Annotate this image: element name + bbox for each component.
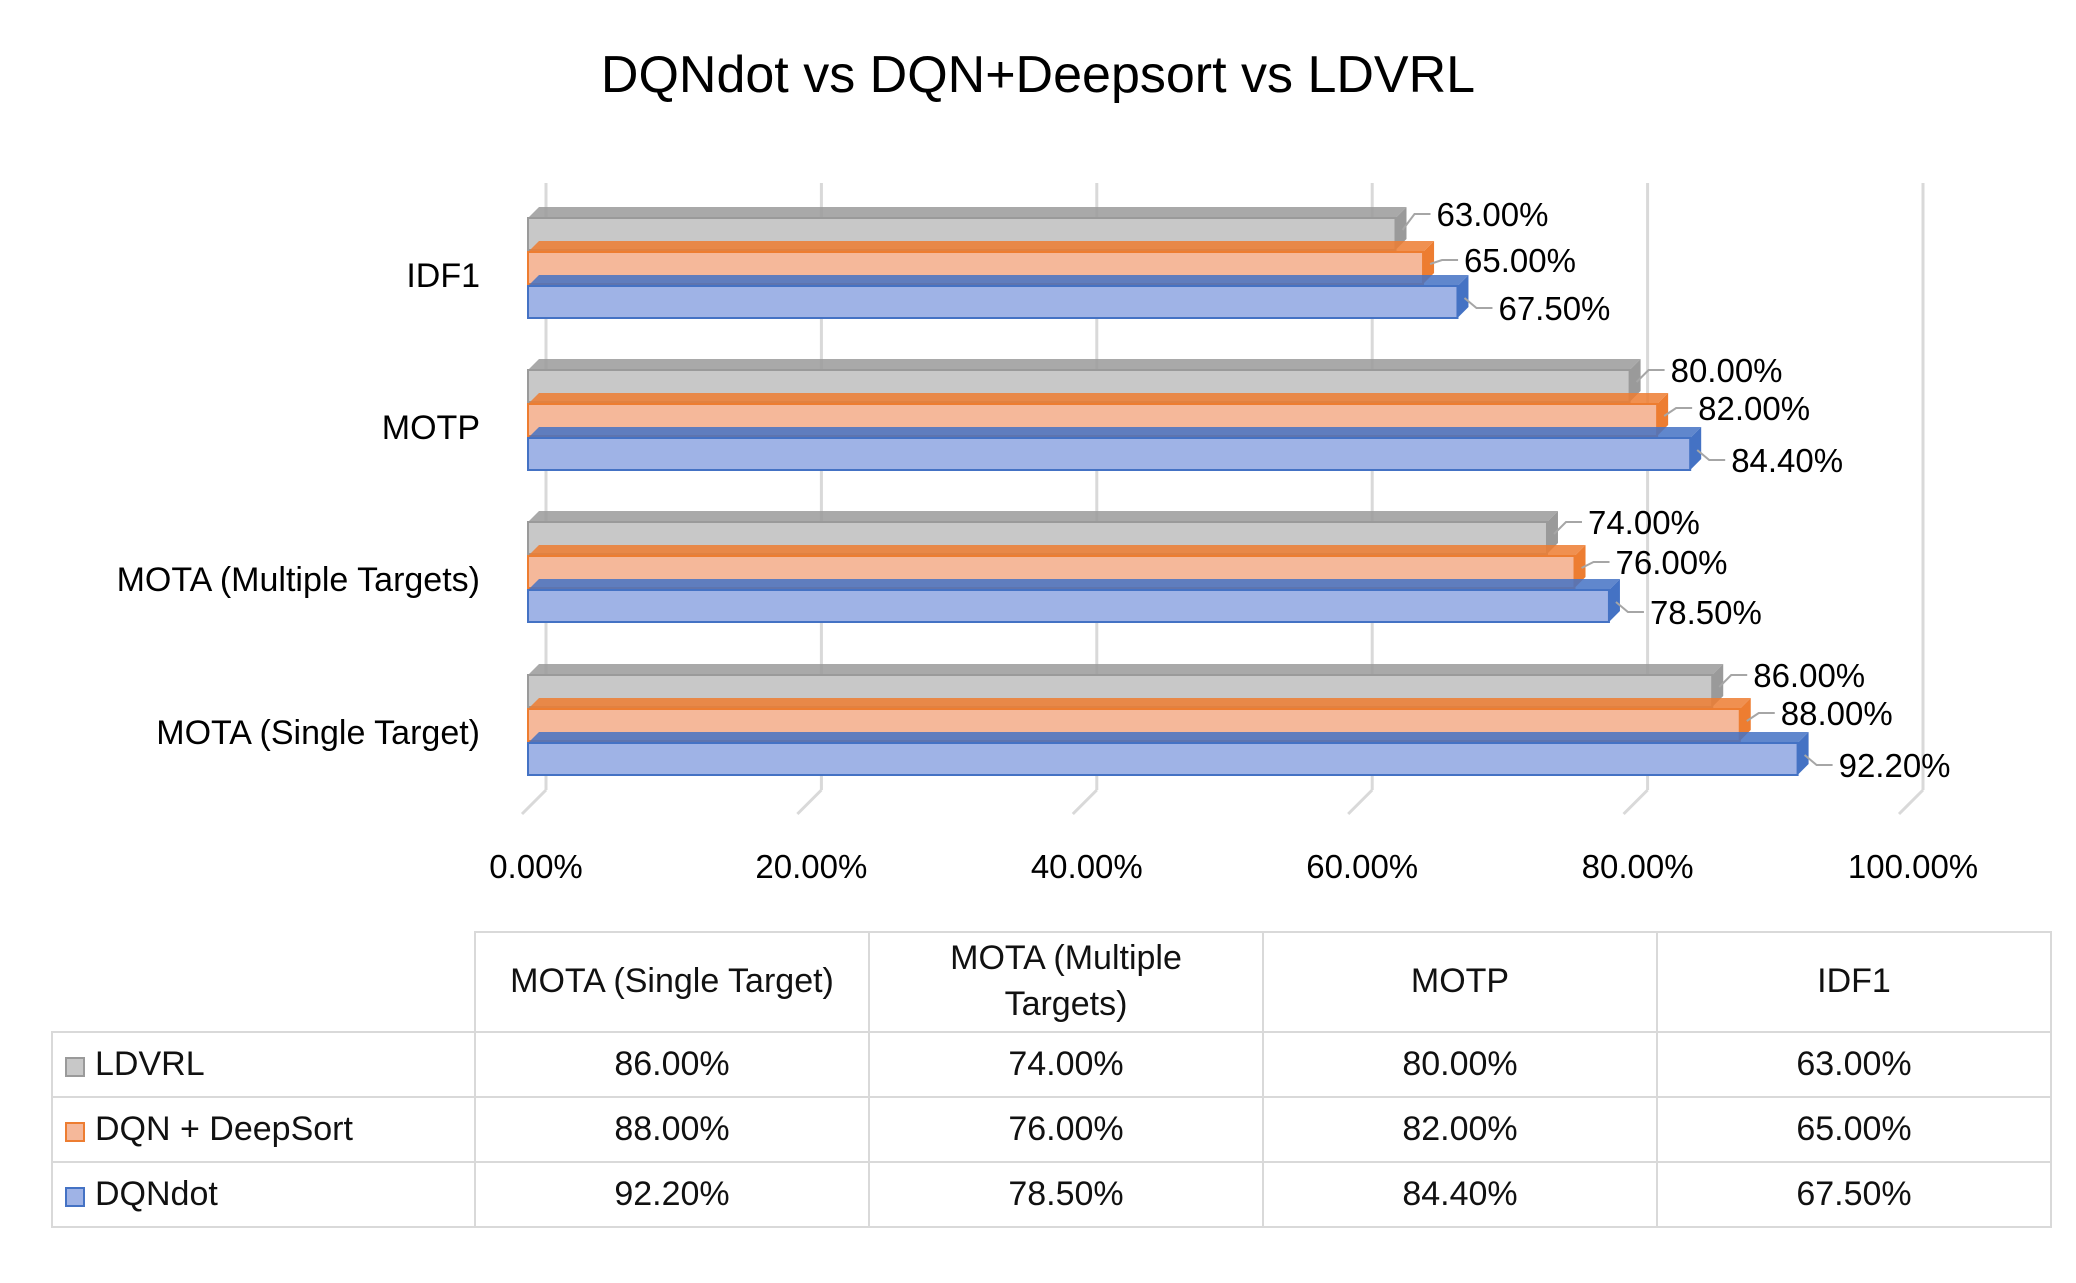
data-label-dqn-deepsort-mota-multiple-targets: 76.00% — [1616, 544, 1728, 581]
leader-line — [1429, 259, 1459, 265]
data-table-row-dqndot: DQNdot 92.20% 78.50% 84.40% 67.50% — [51, 1161, 2052, 1228]
data-table-column-header-motp: MOTP — [1262, 931, 1658, 1033]
data-table-cell-mota-single-target: 88.00% — [474, 1096, 870, 1163]
data-table-cell-mota-multiple-targets: 76.00% — [868, 1096, 1264, 1163]
floor-gridline — [796, 788, 823, 816]
legend-label: LDVRL — [95, 1044, 205, 1083]
bar-dqndot-motp — [527, 427, 1702, 471]
category-label-idf1: IDF1 — [406, 257, 480, 295]
floor-gridline — [520, 788, 548, 816]
data-table-cell-mota-multiple-targets: 78.50% — [868, 1161, 1264, 1228]
data-table-cell-motp: 82.00% — [1262, 1096, 1658, 1163]
bar-dqndot-mota-multiple-targets — [527, 579, 1620, 623]
data-table-column-header-mota-multiple-targets: MOTA (Multiple Targets) — [868, 931, 1264, 1033]
bars — [527, 207, 1809, 776]
data-label-ldvrl-motp: 80.00% — [1671, 352, 1783, 389]
data-label-ldvrl-idf1: 63.00% — [1437, 196, 1549, 233]
floor-gridline — [1622, 788, 1649, 816]
data-label-dqndot-idf1: 67.50% — [1498, 290, 1610, 327]
data-table-column-header-idf1: IDF1 — [1656, 931, 2052, 1033]
leader-line — [1696, 449, 1726, 461]
x-tick-labels: 0.00% 20.00% 40.00% 60.00% 80.00% 100.00% — [489, 848, 1978, 885]
data-table-cell-idf1: 63.00% — [1656, 1031, 2052, 1098]
data-label-dqndot-mota-single-target: 92.20% — [1839, 747, 1951, 784]
data-label-dqn-deepsort-motp: 82.00% — [1698, 390, 1810, 427]
category-label-mota-multiple-targets: MOTA (Multiple Targets) — [117, 561, 480, 599]
bar-dqndot-mota-single-target — [527, 732, 1809, 776]
data-table-row-ldvrl: LDVRL 86.00% 74.00% 80.00% 63.00% — [51, 1031, 2052, 1098]
data-table-row-header: LDVRL — [51, 1031, 476, 1098]
x-tick-label: 60.00% — [1306, 848, 1418, 885]
leader-line — [1553, 521, 1582, 535]
x-tick-label: 20.00% — [755, 848, 867, 885]
x-tick-label: 100.00% — [1848, 848, 1978, 885]
leader-line — [1635, 369, 1665, 383]
data-table-row-dqn-deepsort: DQN + DeepSort 88.00% 76.00% 82.00% 65.00% — [51, 1096, 2052, 1163]
data-label-dqndot-motp: 84.40% — [1731, 442, 1843, 479]
leader-line — [1663, 407, 1693, 417]
bar-dqndot-idf1 — [527, 275, 1469, 319]
category-labels: MOTA (Single Target) MOTA (Multiple Targe… — [117, 257, 480, 752]
leader-line — [1401, 213, 1431, 231]
leader-line — [1615, 601, 1644, 613]
data-table-body: LDVRL 86.00% 74.00% 80.00% 63.00% DQN + DeepS… — [51, 1031, 2052, 1228]
leader-line — [1746, 712, 1775, 722]
data-table-row-header: DQNdot — [51, 1161, 476, 1228]
floor-gridline — [1347, 788, 1374, 816]
data-table-column-header-mota-single-target: MOTA (Single Target) — [474, 931, 870, 1033]
chart: DQNdot vs DQN+Deepsort vs LDVRL MOTA (Si… — [117, 46, 1979, 885]
x-tick-label: 40.00% — [1031, 848, 1143, 885]
data-table-cell-mota-multiple-targets: 74.00% — [868, 1031, 1264, 1098]
data-table-cell-mota-single-target: 86.00% — [474, 1031, 870, 1098]
leader-line — [1803, 754, 1833, 766]
chart-title: DQNdot vs DQN+Deepsort vs LDVRL — [601, 46, 1475, 104]
data-label-ldvrl-mota-single-target: 86.00% — [1753, 657, 1865, 694]
x-tick-label: 80.00% — [1582, 848, 1694, 885]
data-label-dqn-deepsort-mota-single-target: 88.00% — [1781, 695, 1893, 732]
leader-line — [1463, 297, 1493, 309]
legend-swatch-ldvrl — [65, 1056, 85, 1077]
legend-label: DQNdot — [95, 1174, 218, 1213]
category-label-mota-single-target: MOTA (Single Target) — [156, 714, 480, 752]
leader-line — [1718, 674, 1748, 688]
data-label-dqn-deepsort-idf1: 65.00% — [1464, 242, 1576, 279]
data-table-cell-motp: 84.40% — [1262, 1161, 1658, 1228]
category-label-motp: MOTP — [382, 409, 480, 447]
data-table-row-header: DQN + DeepSort — [51, 1096, 476, 1163]
legend-swatch-dqn-deepsort — [65, 1121, 85, 1142]
x-tick-label: 0.00% — [489, 848, 583, 885]
floor-gridline — [1071, 788, 1098, 816]
data-table-cell-mota-single-target: 92.20% — [474, 1161, 870, 1228]
legend-label: DQN + DeepSort — [95, 1109, 353, 1148]
data-table-cell-idf1: 65.00% — [1656, 1096, 2052, 1163]
data-labels: 86.00%88.00% 92.20% 74.00%76.00% 78.50% 80.0… — [1437, 196, 1951, 784]
floor-gridline — [1897, 788, 1925, 816]
data-table-corner — [52, 932, 476, 1033]
data-table-cell-motp: 80.00% — [1262, 1031, 1658, 1098]
data-table: MOTA (Single Target) MOTA (Multiple Target… — [51, 931, 2052, 1228]
leader-lines — [1401, 213, 1833, 766]
legend-swatch-dqndot — [65, 1186, 85, 1207]
data-table-header-row: MOTA (Single Target) MOTA (Multiple Target… — [52, 931, 2052, 1033]
data-table-cell-idf1: 67.50% — [1656, 1161, 2052, 1228]
data-label-dqndot-mota-multiple-targets: 78.50% — [1650, 594, 1762, 631]
leader-line — [1581, 561, 1610, 569]
data-label-ldvrl-mota-multiple-targets: 74.00% — [1588, 504, 1700, 541]
